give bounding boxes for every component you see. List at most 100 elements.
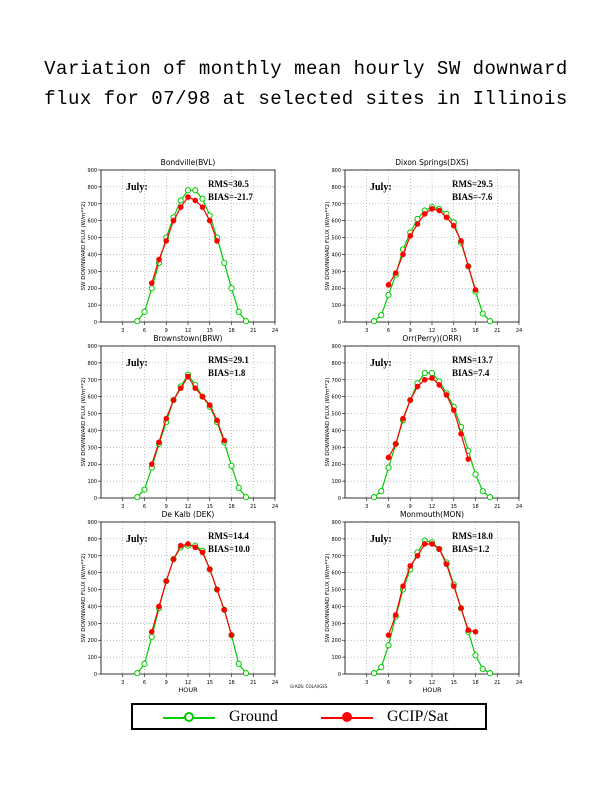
y-tick-label: 400 [87, 604, 97, 610]
y-tick-label: 400 [331, 428, 341, 434]
y-tick-label: 900 [87, 168, 97, 174]
gcip-point [392, 270, 399, 276]
ground-point [177, 197, 184, 204]
legend-gcip-label: GCIP/Sat [387, 708, 449, 725]
gcip-point [458, 238, 464, 244]
chart-panel-1: 3 6 9 12 15 18 21 24 0 100 200 300 400 500 600 700 800 90… [81, 158, 278, 334]
y-tick-label: 200 [331, 462, 341, 468]
gcip-point [458, 605, 464, 611]
y-tick-label: 700 [331, 202, 341, 208]
ground-point [385, 464, 392, 471]
gcip-point [385, 454, 392, 461]
ground-point [472, 471, 479, 478]
gcip-point [156, 439, 162, 446]
gcip-point [206, 217, 213, 224]
gcip-point [392, 612, 399, 618]
y-tick-label: 700 [87, 378, 97, 384]
gcip-point [177, 385, 184, 392]
y-tick-label: 700 [331, 378, 341, 384]
gcip-point [450, 407, 457, 413]
annotation-rms: RMS=29.1 [208, 355, 249, 365]
y-tick-label: 100 [87, 303, 97, 309]
x-tick-label: 18 [472, 328, 478, 334]
y-tick-label: 500 [87, 412, 97, 418]
ground-point [134, 318, 141, 325]
y-axis-label: SW DOWNWARD FLUX (W/m**2) [325, 202, 331, 291]
gcip-point [472, 628, 479, 635]
y-tick-label: 800 [331, 537, 341, 543]
y-tick-label: 300 [331, 269, 341, 275]
legend-ground-marker [184, 712, 194, 722]
annotation-bias: BIAS=-7.6 [452, 192, 493, 202]
gcip-series-line [151, 543, 233, 636]
ground-point [134, 494, 141, 501]
x-tick-label: 21 [250, 328, 256, 334]
x-tick-label: 3 [365, 680, 368, 686]
gcip-point [436, 546, 443, 552]
ground-point [134, 670, 141, 677]
x-tick-label: 24 [516, 680, 522, 686]
ground-point [141, 486, 148, 493]
gcip-point [465, 456, 472, 462]
x-axis-label: HOUR [422, 686, 442, 694]
y-tick-label: 800 [331, 361, 341, 367]
y-tick-label: 600 [87, 395, 97, 401]
gcip-point [443, 214, 450, 221]
gcip-point [163, 578, 170, 584]
gcip-point [192, 544, 199, 551]
gcip-point [199, 393, 206, 400]
gcip-point [185, 373, 191, 380]
x-tick-label: 18 [228, 680, 234, 686]
y-tick-label: 100 [87, 655, 97, 661]
x-tick-label: 3 [121, 328, 124, 334]
gcip-point [156, 603, 162, 610]
y-tick-label: 800 [87, 537, 97, 543]
annotation-bias: BIAS=-21.7 [208, 192, 253, 202]
y-tick-label: 400 [331, 604, 341, 610]
gcip-point [199, 549, 206, 556]
gcip-point [170, 217, 177, 224]
gcip-point [407, 397, 414, 403]
y-axis-label: SW DOWNWARD FLUX (W/m**2) [325, 378, 331, 467]
figure-title-line-2: flux for 07/98 at selected sites in Illi… [44, 88, 568, 110]
ground-point [242, 318, 250, 325]
y-tick-label: 500 [331, 412, 341, 418]
gcip-point [414, 383, 421, 390]
gcip-point [148, 280, 155, 286]
gcip-point [221, 437, 228, 444]
annotation-month: July: [370, 534, 392, 545]
y-tick-label: 900 [331, 520, 341, 526]
x-tick-label: 3 [365, 504, 368, 510]
gcip-point [421, 541, 428, 547]
x-tick-label: 9 [409, 680, 412, 686]
x-tick-label: 21 [494, 328, 500, 334]
gcip-point [177, 204, 184, 210]
gcip-point [421, 211, 428, 217]
gcip-point [450, 583, 457, 589]
y-axis-label: SW DOWNWARD FLUX (W/m**2) [81, 554, 87, 643]
x-tick-label: 24 [272, 504, 278, 510]
y-tick-label: 800 [331, 185, 341, 191]
x-tick-label: 24 [516, 504, 522, 510]
ground-point [378, 312, 385, 319]
annotation-bias: BIAS=7.4 [452, 368, 490, 378]
x-tick-label: 18 [228, 328, 234, 334]
x-tick-label: 6 [143, 328, 146, 334]
gcip-point [400, 583, 406, 589]
x-tick-label: 6 [143, 504, 146, 510]
x-tick-label: 12 [429, 680, 435, 686]
y-tick-label: 800 [87, 361, 97, 367]
ground-point [370, 670, 378, 677]
ground-point [235, 660, 242, 667]
annotation-rms: RMS=13.7 [452, 355, 493, 365]
y-tick-label: 900 [331, 344, 341, 350]
gcip-point [206, 566, 213, 573]
ground-point [428, 369, 436, 377]
y-tick-label: 500 [87, 236, 97, 242]
gcip-point [221, 607, 228, 613]
gcip-point [400, 251, 406, 258]
gcip-point [185, 541, 191, 547]
gcip-point [170, 397, 177, 403]
x-tick-label: 18 [472, 504, 478, 510]
